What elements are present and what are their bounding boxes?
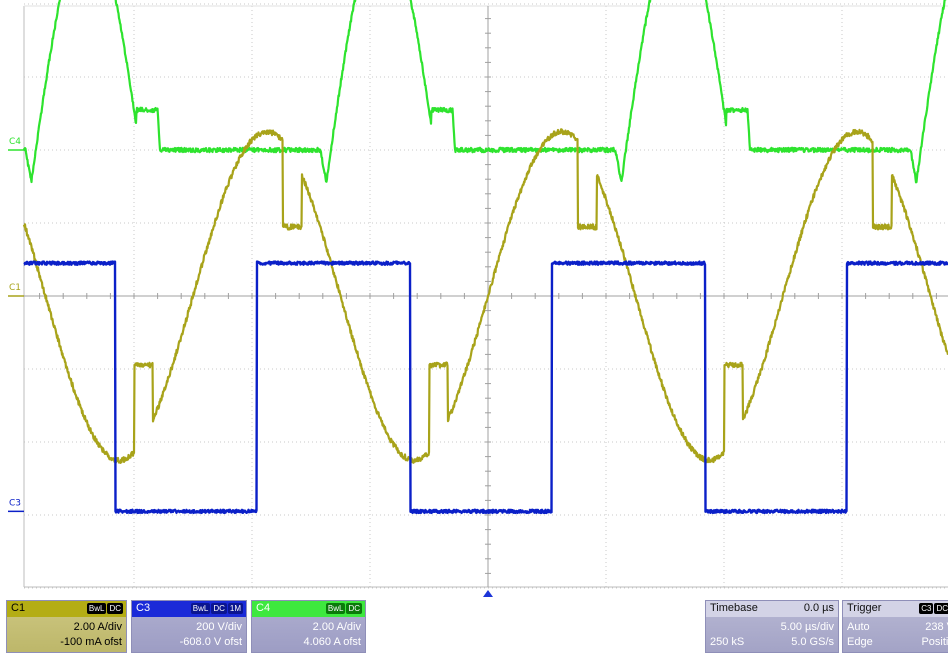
trigger-position-marker (483, 590, 493, 597)
channel-c4-box[interactable]: C4 BwL DC 2.00 A/div 4.060 A ofst (251, 600, 366, 653)
timebase-header: Timebase 0.0 µs (706, 601, 838, 617)
c4-offset: 4.060 A ofst (304, 636, 362, 648)
c4-scale: 2.00 A/div (313, 621, 361, 633)
marker-c1: C1 (9, 283, 21, 293)
timebase-samples: 250 kS (710, 636, 744, 648)
c4-name: C4 (256, 602, 270, 614)
c3-flag-1m: 1M (228, 603, 243, 614)
c4-flag-bwl: BwL (326, 603, 346, 614)
status-bar: C1 BwL DC 2.00 A/div -100 mA ofst C3 BwL… (0, 598, 948, 656)
trigger-level: 238 V (925, 621, 948, 633)
trigger-header: Trigger C3 DC (843, 601, 948, 617)
c4-flags: BwL DC (326, 603, 362, 614)
c3-scale: 200 V/div (196, 621, 242, 633)
timebase-delay: 0.0 µs (804, 602, 834, 614)
timebase-rate: 5.0 GS/s (791, 636, 834, 648)
c1-offset: -100 mA ofst (60, 636, 122, 648)
c1-header: C1 BwL DC (7, 601, 126, 617)
channel-markers: C4 C1 C3 (8, 137, 24, 511)
trigger-box[interactable]: Trigger C3 DC Auto 238 V Edge Positive (842, 600, 948, 653)
oscilloscope-display: C4 C1 C3 (0, 0, 948, 598)
channel-c3-box[interactable]: C3 BwL DC 1M 200 V/div -608.0 V ofst (131, 600, 247, 653)
graticule (24, 4, 948, 588)
trigger-label: Trigger (847, 602, 881, 614)
marker-c4: C4 (9, 137, 21, 147)
c3-flags: BwL DC 1M (191, 603, 243, 614)
trigger-mode: Auto (847, 621, 870, 633)
trigger-flag-c3: C3 (919, 603, 933, 614)
timebase-scale: 5.00 µs/div (781, 621, 834, 633)
c4-flag-dc: DC (346, 603, 362, 614)
c1-name: C1 (11, 602, 25, 614)
channel-c1-box[interactable]: C1 BwL DC 2.00 A/div -100 mA ofst (6, 600, 127, 653)
timebase-box[interactable]: Timebase 0.0 µs 5.00 µs/div 250 kS 5.0 G… (705, 600, 839, 653)
trace-c3 (24, 262, 948, 513)
c1-scale: 2.00 A/div (74, 621, 122, 633)
c3-offset: -608.0 V ofst (180, 636, 242, 648)
trigger-flag-dc: DC (934, 603, 948, 614)
c1-flag-bwl: BwL (87, 603, 107, 614)
c3-flag-dc: DC (211, 603, 227, 614)
c3-name: C3 (136, 602, 150, 614)
c4-header: C4 BwL DC (252, 601, 365, 617)
c3-header: C3 BwL DC 1M (132, 601, 246, 617)
trigger-type: Edge (847, 636, 873, 648)
timebase-label: Timebase (710, 602, 758, 614)
trigger-slope: Positive (921, 636, 948, 648)
c1-flags: BwL DC (87, 603, 123, 614)
c1-flag-dc: DC (107, 603, 123, 614)
trigger-flags: C3 DC (919, 603, 948, 614)
marker-c3: C3 (9, 498, 21, 508)
c3-flag-bwl: BwL (191, 603, 211, 614)
